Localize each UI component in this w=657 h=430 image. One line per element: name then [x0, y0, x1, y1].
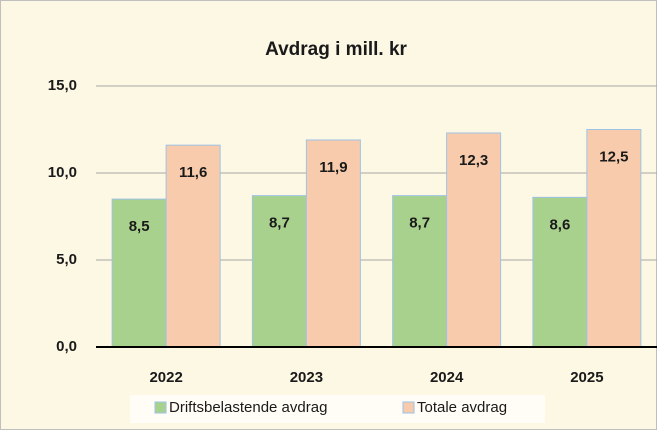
- data-label: 8,7: [269, 215, 290, 232]
- y-tick-label: 10,0: [48, 164, 77, 181]
- x-tick-label: 2023: [290, 369, 323, 386]
- data-label: 11,6: [179, 164, 207, 181]
- y-tick-label: 15,0: [48, 77, 77, 94]
- legend-box: [130, 395, 545, 423]
- bar: [586, 129, 642, 348]
- legend-swatch: [402, 401, 415, 414]
- bar: [305, 139, 361, 348]
- bar: [165, 144, 221, 348]
- legend-swatch: [154, 401, 167, 414]
- y-tick-label: 5,0: [56, 251, 77, 268]
- data-label: 8,5: [129, 218, 150, 235]
- data-label: 12,3: [459, 152, 488, 169]
- bar: [446, 132, 502, 348]
- chart-title: Avdrag i mill. kr: [265, 39, 407, 60]
- x-tick-label: 2024: [430, 369, 464, 386]
- data-label: 11,9: [319, 159, 347, 176]
- legend-label: Driftsbelastende avdrag: [169, 399, 327, 416]
- data-label: 8,6: [549, 216, 570, 233]
- bar: [251, 195, 307, 348]
- x-tick-label: 2022: [149, 369, 182, 386]
- x-tick-label: 2025: [570, 369, 603, 386]
- legend-label: Totale avdrag: [417, 399, 507, 416]
- y-tick-label: 0,0: [56, 338, 77, 355]
- data-label: 8,7: [409, 215, 430, 232]
- data-label: 12,5: [599, 148, 628, 165]
- bar: [392, 195, 448, 348]
